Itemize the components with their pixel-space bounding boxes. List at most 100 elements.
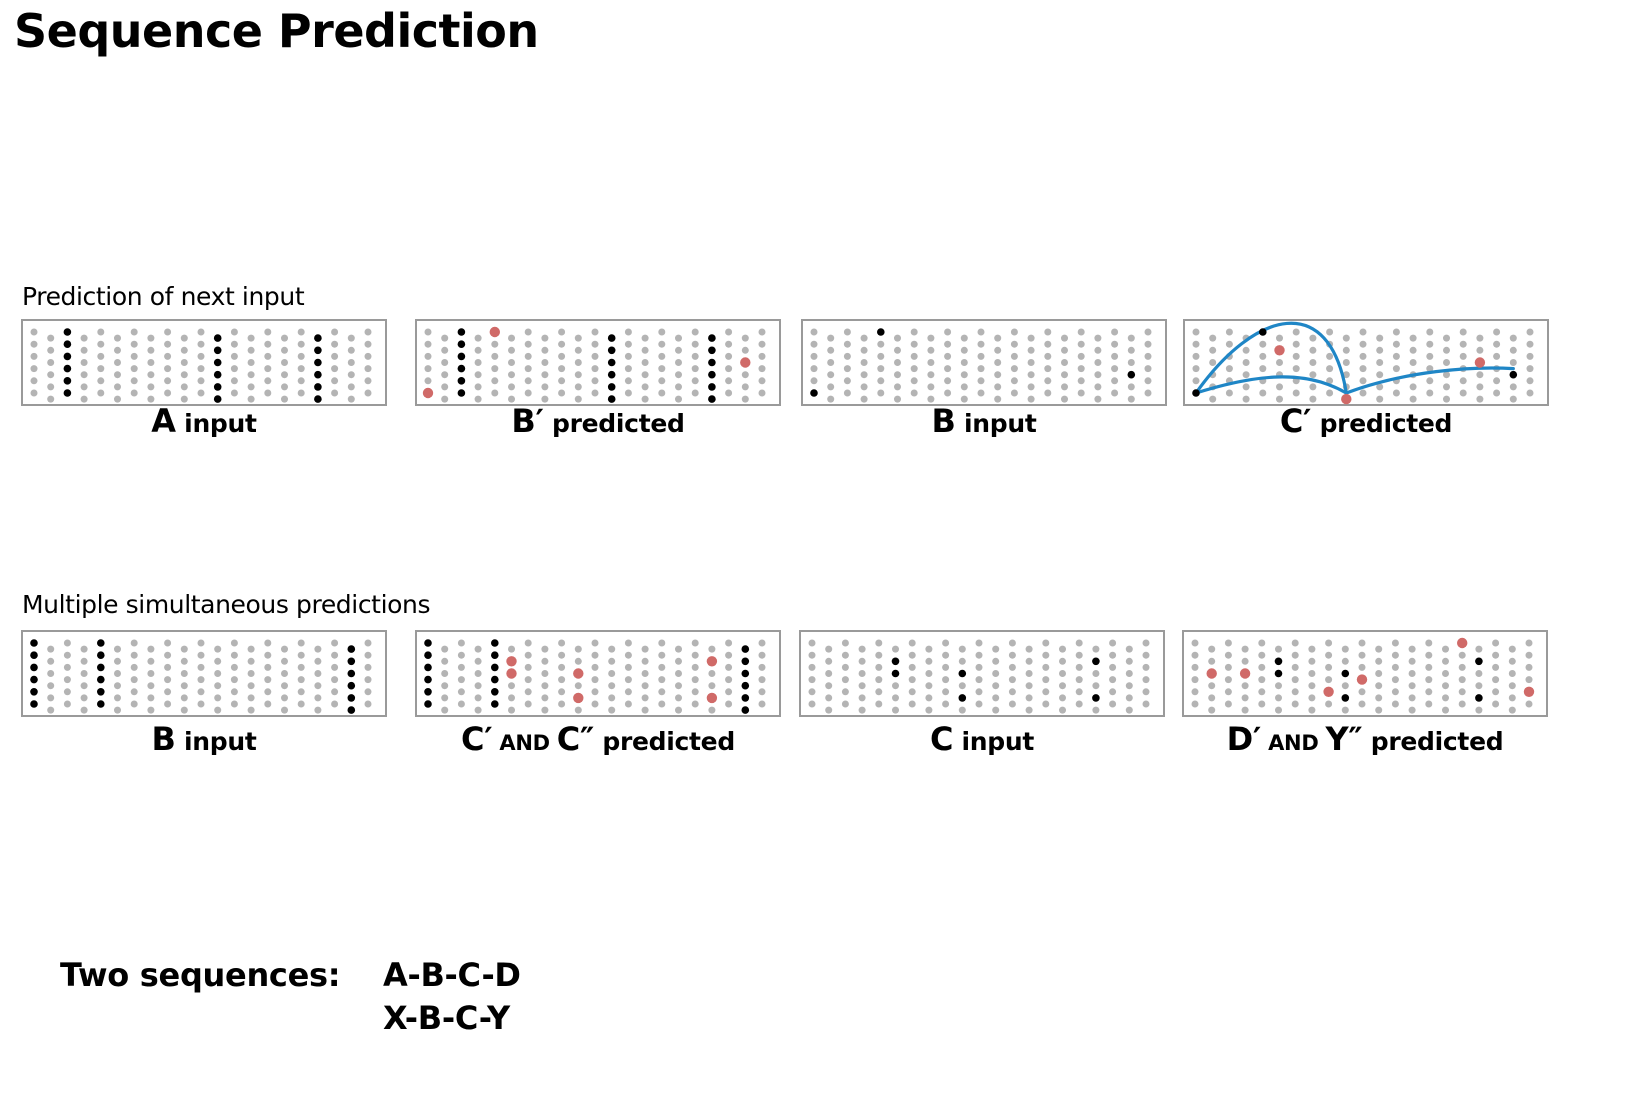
active-cell-dot xyxy=(97,639,105,647)
inactive-cell-dot xyxy=(1376,359,1384,366)
inactive-cell-dot xyxy=(47,383,55,391)
inactive-cell-dot xyxy=(608,645,616,653)
inactive-cell-dot xyxy=(942,663,950,671)
inactive-cell-dot xyxy=(1142,688,1150,696)
inactive-cell-dot xyxy=(641,694,649,702)
inactive-cell-dot xyxy=(675,334,682,342)
inactive-cell-dot xyxy=(1109,700,1117,708)
predicted-cell-dot xyxy=(489,326,500,338)
inactive-cell-dot xyxy=(364,639,372,647)
inactive-cell-dot xyxy=(1492,700,1500,708)
inactive-cell-dot xyxy=(827,395,835,403)
inactive-cell-dot xyxy=(1476,334,1484,342)
inactive-cell-dot xyxy=(591,389,599,397)
inactive-cell-dot xyxy=(164,352,172,360)
inactive-cell-dot xyxy=(80,645,88,653)
inactive-cell-dot xyxy=(1008,676,1016,684)
active-cell-dot xyxy=(607,383,616,391)
inactive-cell-dot xyxy=(1059,645,1066,653)
inactive-cell-dot xyxy=(1325,663,1333,671)
active-cell-dot xyxy=(30,651,38,659)
active-cell-dot xyxy=(424,700,432,708)
cell-grid xyxy=(810,328,1152,403)
inactive-cell-dot xyxy=(1077,340,1085,348)
inactive-cell-dot xyxy=(624,377,632,385)
inactive-cell-dot xyxy=(877,352,885,360)
inactive-cell-dot xyxy=(925,670,933,677)
caption-part: B xyxy=(931,402,956,440)
inactive-cell-dot xyxy=(147,694,155,702)
predicted-cell-dot xyxy=(1356,674,1368,685)
inactive-cell-dot xyxy=(508,346,515,354)
inactive-cell-dot xyxy=(675,371,682,379)
inactive-cell-dot xyxy=(1342,346,1350,354)
inactive-cell-dot xyxy=(624,365,632,373)
active-cell-dot xyxy=(1509,370,1518,379)
inactive-cell-dot xyxy=(80,371,88,379)
inactive-cell-dot xyxy=(725,352,733,360)
inactive-cell-dot xyxy=(691,663,699,671)
inactive-cell-dot xyxy=(1325,639,1333,647)
inactive-cell-dot xyxy=(457,688,465,696)
panel-c-prime-predicted xyxy=(1183,319,1549,406)
inactive-cell-dot xyxy=(994,383,1002,391)
inactive-cell-dot xyxy=(297,700,305,708)
inactive-cell-dot xyxy=(114,395,121,403)
inactive-cell-dot xyxy=(541,682,549,690)
inactive-cell-dot xyxy=(691,676,699,684)
active-cell-dot xyxy=(708,334,716,342)
inactive-cell-dot xyxy=(1208,682,1216,690)
inactive-cell-dot xyxy=(247,706,255,714)
page-title: Sequence Prediction xyxy=(14,4,539,58)
inactive-cell-dot xyxy=(925,682,933,690)
inactive-cell-dot xyxy=(164,377,172,385)
inactive-cell-dot xyxy=(1077,389,1085,397)
inactive-cell-dot xyxy=(1526,389,1534,397)
inactive-cell-dot xyxy=(927,371,935,379)
inactive-cell-dot xyxy=(558,340,566,348)
inactive-cell-dot xyxy=(1010,377,1018,385)
inactive-cell-dot xyxy=(875,663,883,671)
inactive-cell-dot xyxy=(1092,670,1100,677)
inactive-cell-dot xyxy=(1010,389,1018,397)
inactive-cell-dot xyxy=(1426,389,1434,397)
inactive-cell-dot xyxy=(1209,334,1217,342)
inactive-cell-dot xyxy=(364,365,372,373)
inactive-cell-dot xyxy=(825,682,833,690)
inactive-cell-dot xyxy=(1025,670,1033,677)
inactive-cell-dot xyxy=(164,700,172,708)
inactive-cell-dot xyxy=(1341,706,1349,714)
inactive-cell-dot xyxy=(541,706,549,714)
inactive-cell-dot xyxy=(1476,371,1484,379)
inactive-cell-dot xyxy=(80,706,88,714)
inactive-cell-dot xyxy=(725,700,733,708)
active-cell-dot xyxy=(877,328,885,336)
inactive-cell-dot xyxy=(1409,334,1417,342)
row1-heading: Prediction of next input xyxy=(22,282,305,311)
inactive-cell-dot xyxy=(1358,651,1366,659)
inactive-cell-dot xyxy=(658,676,666,684)
inactive-cell-dot xyxy=(47,371,55,379)
inactive-cell-dot xyxy=(892,682,899,690)
inactive-cell-dot xyxy=(197,365,205,373)
inactive-cell-dot xyxy=(524,328,532,336)
inactive-cell-dot xyxy=(808,651,816,659)
inactive-cell-dot xyxy=(331,340,339,348)
inactive-cell-dot xyxy=(491,365,499,373)
inactive-cell-dot xyxy=(264,340,272,348)
inactive-cell-dot xyxy=(508,645,515,653)
inactive-cell-dot xyxy=(264,328,272,336)
inactive-cell-dot xyxy=(541,346,549,354)
inactive-cell-dot xyxy=(80,670,88,677)
inactive-cell-dot xyxy=(1109,651,1117,659)
inactive-cell-dot xyxy=(894,359,901,366)
inactive-cell-dot xyxy=(927,346,935,354)
inactive-cell-dot xyxy=(281,670,288,677)
inactive-cell-dot xyxy=(725,676,733,684)
inactive-cell-dot xyxy=(725,663,733,671)
inactive-cell-dot xyxy=(180,694,188,702)
inactive-cell-dot xyxy=(641,395,649,403)
inactive-cell-dot xyxy=(841,676,849,684)
inactive-cell-dot xyxy=(860,395,868,403)
inactive-cell-dot xyxy=(264,651,272,659)
